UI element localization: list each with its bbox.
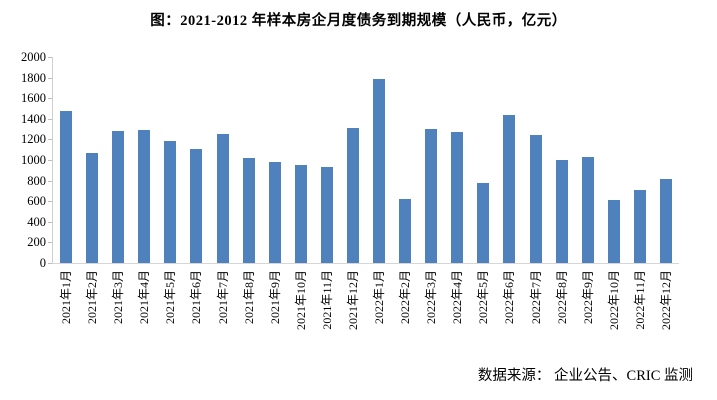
bar <box>346 128 359 263</box>
x-axis-label: 2022年4月 <box>450 270 465 325</box>
bar <box>503 114 516 263</box>
y-axis-tick <box>48 221 53 223</box>
x-axis-label: 2021年12月 <box>345 270 360 331</box>
y-axis-tick <box>48 180 53 182</box>
bar <box>294 165 307 263</box>
bar <box>86 152 99 263</box>
x-axis-label: 2021年8月 <box>241 270 256 325</box>
bar <box>138 130 151 263</box>
bar <box>164 141 177 263</box>
y-axis-tick-label: 1800 <box>21 70 46 85</box>
bar <box>60 110 73 263</box>
x-axis-label: 2022年10月 <box>606 270 621 331</box>
bar <box>268 162 281 263</box>
x-axis-label: 2021年11月 <box>319 270 334 330</box>
y-axis-tick <box>48 201 53 203</box>
bar <box>529 135 542 263</box>
x-axis-label: 2021年10月 <box>293 270 308 331</box>
bar <box>399 199 412 263</box>
y-axis-tick-label: 1400 <box>21 111 46 126</box>
bar <box>451 132 464 263</box>
y-axis-tick-label: 600 <box>27 194 46 209</box>
bar <box>320 167 333 263</box>
y-axis-tick-label: 1600 <box>21 91 46 106</box>
x-axis-label: 2022年9月 <box>580 270 595 325</box>
y-axis-tick <box>48 139 53 141</box>
y-axis-tick <box>48 77 53 79</box>
x-axis-label: 2022年1月 <box>372 270 387 325</box>
chart-plot-area <box>52 57 679 264</box>
y-axis-tick-label: 200 <box>27 235 46 250</box>
x-axis-label: 2022年6月 <box>502 270 517 325</box>
y-axis-tick <box>48 98 53 100</box>
bar <box>190 148 203 263</box>
bar <box>555 160 568 263</box>
y-axis-tick <box>48 242 53 244</box>
bar <box>425 129 438 263</box>
x-axis-label: 2021年2月 <box>85 270 100 325</box>
chart-title: 图：2021-2012 年样本房企月度债务到期规模（人民币，亿元） <box>150 13 567 29</box>
y-axis-tick-label: 1200 <box>21 132 46 147</box>
x-axis-label: 2022年8月 <box>554 270 569 325</box>
bar <box>607 200 620 263</box>
x-axis-label: 2021年9月 <box>267 270 282 325</box>
bar <box>112 131 125 263</box>
y-axis-tick-label: 2000 <box>21 50 46 64</box>
bar <box>581 156 594 263</box>
x-axis-label: 2021年6月 <box>189 270 204 325</box>
y-axis-tick-label: 400 <box>27 214 46 229</box>
bar <box>633 189 646 263</box>
bar <box>477 182 490 263</box>
bar <box>242 157 255 263</box>
bar <box>373 78 386 263</box>
x-axis-label: 2022年7月 <box>528 270 543 325</box>
x-axis-label: 2021年7月 <box>215 270 230 325</box>
y-axis-tick <box>48 57 53 58</box>
x-axis-label: 2021年5月 <box>163 270 178 325</box>
y-axis-tick-label: 800 <box>27 173 46 188</box>
y-axis-tick <box>48 263 53 264</box>
x-axis-label: 2022年5月 <box>476 270 491 325</box>
y-axis-tick <box>48 118 53 120</box>
bar <box>659 178 672 263</box>
data-source-note: 数据来源： 企业公告、CRIC 监测 <box>477 368 693 384</box>
x-axis-label: 2022年12月 <box>658 270 673 331</box>
x-axis-label: 2022年2月 <box>398 270 413 325</box>
x-axis-label: 2021年1月 <box>59 270 74 325</box>
y-axis-tick <box>48 160 53 161</box>
x-axis-label: 2022年11月 <box>632 270 647 330</box>
x-axis-label: 2022年3月 <box>424 270 439 325</box>
bar <box>216 134 229 263</box>
x-axis-label: 2021年4月 <box>137 270 152 325</box>
x-axis-label: 2021年3月 <box>111 270 126 325</box>
y-axis-tick-label: 0 <box>39 256 46 270</box>
y-axis-tick-label: 1000 <box>21 153 46 167</box>
